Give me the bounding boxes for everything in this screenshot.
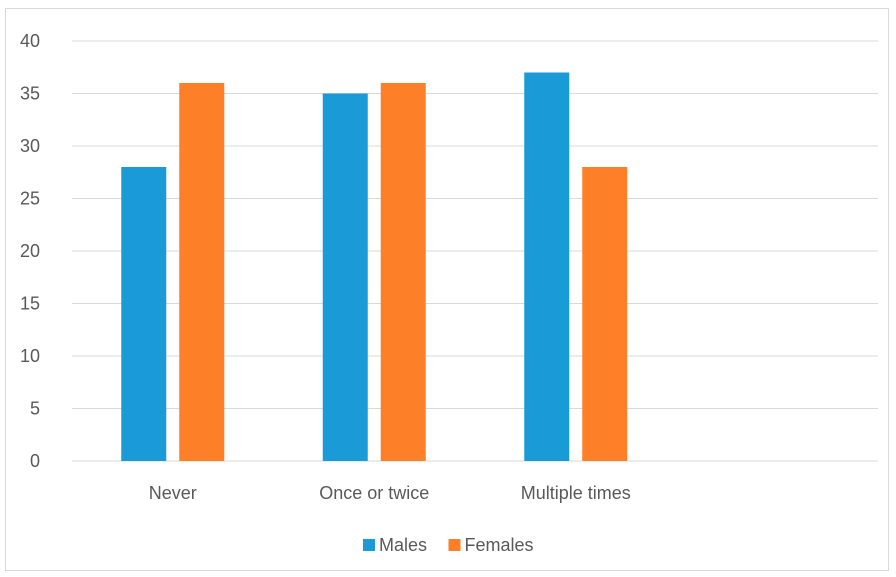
x-tick-label: Once or twice — [319, 483, 429, 503]
bar-males-multiple-times — [524, 72, 570, 461]
legend-swatch-females — [448, 539, 461, 551]
y-tick-label: 0 — [30, 451, 40, 471]
y-tick-label: 25 — [20, 189, 40, 209]
bar-males-never — [121, 167, 167, 461]
y-axis-tick-labels: 0 5 10 15 20 25 30 35 40 — [20, 31, 40, 471]
bar-females-never — [179, 83, 225, 461]
y-tick-label: 10 — [20, 346, 40, 366]
x-axis-tick-labels: Never Once or twice Multiple times — [149, 483, 631, 503]
x-tick-label: Multiple times — [521, 483, 631, 503]
x-tick-label: Never — [149, 483, 197, 503]
legend-label-males: Males — [379, 535, 427, 555]
bar-males-once-or-twice — [322, 93, 368, 461]
bar-females-multiple-times — [582, 167, 628, 461]
y-tick-label: 5 — [30, 399, 40, 419]
y-tick-label: 20 — [20, 241, 40, 261]
y-tick-label: 35 — [20, 84, 40, 104]
y-tick-label: 30 — [20, 136, 40, 156]
legend-swatch-males — [363, 539, 375, 551]
bar-females-once-or-twice — [380, 83, 426, 461]
legend-label-females: Females — [465, 535, 534, 555]
bars — [121, 72, 628, 461]
y-tick-label: 15 — [20, 294, 40, 314]
legend: Males Females — [363, 535, 534, 555]
y-tick-label: 40 — [20, 31, 40, 51]
